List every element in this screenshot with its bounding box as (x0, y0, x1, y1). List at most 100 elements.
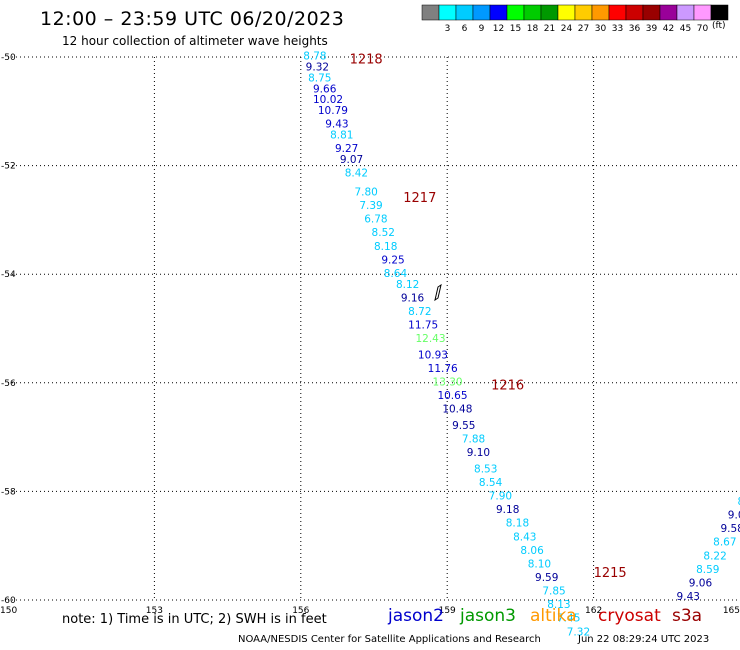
color-scale-swatch (710, 4, 729, 21)
color-scale-label: 36 (629, 24, 641, 34)
y-tick-label: -52 (1, 162, 16, 172)
swh-value: 9.59 (535, 572, 558, 584)
swh-value: 7.85 (542, 586, 565, 598)
y-tick-label: -54 (1, 270, 16, 280)
swh-value: 7.80 (354, 186, 377, 198)
x-tick-label: 153 (146, 606, 163, 616)
color-scale-label: 39 (646, 24, 658, 34)
color-scale-swatch (472, 4, 491, 21)
y-tick-label: -50 (1, 53, 16, 63)
x-tick-label: 150 (0, 606, 17, 616)
swh-value: 10.93 (418, 349, 448, 361)
swh-value: 8.12 (396, 279, 419, 291)
color-scale-unit: (ft) (712, 21, 726, 31)
legend-item-jason3: jason3 (460, 606, 516, 626)
swh-value: 8.53 (474, 463, 497, 475)
swh-value: 8.81 (330, 129, 353, 141)
swh-value: 8.67 (713, 537, 736, 549)
swh-value: 8.54 (479, 477, 503, 489)
swh-value: 9.55 (452, 420, 475, 432)
color-scale-label: 18 (527, 24, 539, 34)
time-label: 1217 (403, 191, 436, 206)
color-scale-label: 33 (612, 24, 623, 34)
color-scale-swatch (659, 4, 678, 21)
x-tick-label: 162 (585, 606, 602, 616)
legend-item-s3a: s3a (672, 606, 703, 626)
color-scale-swatch (557, 4, 576, 21)
swh-value: 8.64 (384, 268, 408, 280)
x-tick-label: 165 (723, 606, 740, 616)
legend-item-cryosat: cryosat (598, 606, 661, 626)
y-tick-label: -58 (1, 487, 16, 497)
color-scale-label: 70 (697, 24, 709, 34)
swh-value: 8.52 (372, 227, 395, 239)
swh-value: 9.18 (496, 504, 519, 516)
swh-value: 7.39 (359, 200, 382, 212)
swh-value: 8.22 (703, 550, 726, 562)
color-scale-label: 15 (510, 24, 521, 34)
color-scale-swatch (608, 4, 627, 21)
color-scale-label: 12 (493, 24, 504, 34)
swh-value: 9.27 (335, 143, 358, 155)
swh-value: 8.43 (513, 531, 536, 543)
swh-value: 9.43 (325, 119, 348, 131)
swh-value: 9.06 (689, 577, 713, 589)
color-scale-label: 24 (561, 24, 573, 34)
generated-timestamp: Jun 22 08:29:24 UTC 2023 (578, 634, 710, 645)
color-scale-swatch (540, 4, 559, 21)
swh-value: 7.88 (462, 434, 485, 446)
swh-value: 9.16 (401, 292, 425, 304)
color-scale-swatch (438, 4, 457, 21)
swh-value: 9.07 (340, 154, 363, 166)
swh-value: 8.72 (408, 306, 431, 318)
swh-value: 8.75 (308, 72, 331, 84)
color-scale-label: 45 (680, 24, 691, 34)
swh-value: 9.07 (728, 510, 740, 522)
swh-value: 10.65 (437, 390, 467, 402)
chart-title: 12:00 – 23:59 UTC 06/20/2023 (40, 8, 345, 30)
color-scale-label: 3 (445, 24, 451, 34)
color-scale-label: 27 (578, 24, 589, 34)
x-tick-label: 159 (439, 606, 456, 616)
swh-value: 8.78 (303, 51, 326, 63)
y-tick-label: -56 (1, 379, 16, 389)
swh-value: 10.79 (318, 105, 348, 117)
swh-value: 7.32 (567, 626, 590, 638)
swh-value: 9.32 (306, 62, 329, 74)
swh-value: 8.10 (528, 558, 551, 570)
color-scale-swatch (489, 4, 508, 21)
swh-value: 8.06 (520, 545, 544, 557)
swh-value: 7.90 (489, 491, 512, 503)
swh-value: 8.42 (345, 167, 368, 179)
color-scale-label: 21 (544, 24, 555, 34)
swh-value: 8.5 (738, 496, 740, 508)
time-label: 1215 (594, 566, 627, 581)
color-scale-swatch (421, 4, 440, 21)
swh-value: 6.78 (364, 214, 387, 226)
footnote: note: 1) Time is in UTC; 2) SWH is in fe… (62, 612, 327, 627)
swh-value: 13.30 (433, 377, 463, 389)
swh-value: 11.75 (408, 320, 438, 332)
chart-subtitle: 12 hour collection of altimeter wave hei… (62, 34, 328, 48)
swh-value: 9.58 (720, 523, 740, 535)
swh-value: 8.13 (547, 599, 570, 611)
color-scale-label: 9 (479, 24, 485, 34)
marker-icon (434, 283, 442, 302)
color-scale-label: 42 (663, 24, 674, 34)
color-scale-swatch (591, 4, 610, 21)
swh-value: 9.10 (467, 447, 490, 459)
color-scale-swatch (574, 4, 593, 21)
color-scale-label: 6 (462, 24, 468, 34)
swh-value: 10.48 (442, 404, 472, 416)
y-tick-label: -60 (1, 596, 16, 606)
swh-value: 7.45 (557, 613, 580, 625)
swh-value: 8.18 (506, 518, 529, 530)
time-label: 1218 (350, 53, 383, 68)
x-tick-label: 156 (292, 606, 309, 616)
swh-value: 9.66 (313, 83, 337, 95)
swh-value: 9.43 (677, 591, 700, 603)
swh-value: 12.43 (415, 333, 445, 345)
swh-value: 9.25 (381, 254, 404, 266)
color-scale-swatch (625, 4, 644, 21)
